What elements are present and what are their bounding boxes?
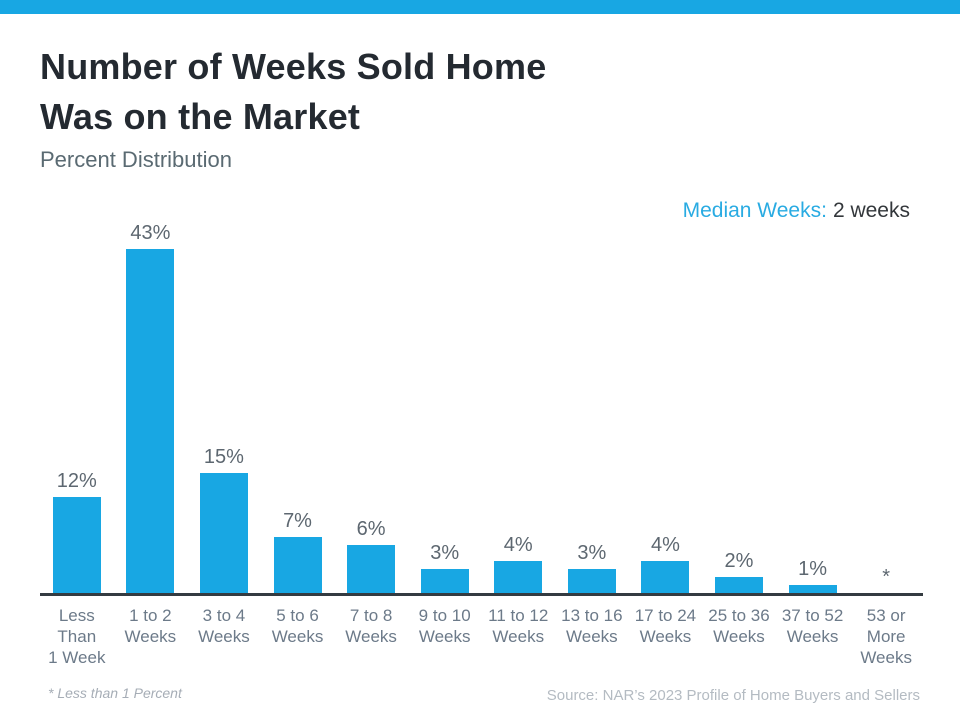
bar — [567, 569, 616, 593]
median-weeks-annotation: Median Weeks: 2 weeks — [683, 199, 910, 223]
source-attribution: Source: NAR’s 2023 Profile of Home Buyer… — [546, 687, 920, 704]
bar-column: 4% — [481, 534, 555, 593]
footnote: * Less than 1 Percent — [48, 685, 182, 701]
bar-value-label: 4% — [503, 534, 533, 556]
x-axis-label: 1 to 2 Weeks — [124, 606, 177, 646]
x-axis-label: 13 to 16 Weeks — [561, 606, 623, 646]
bar-column: 6% — [334, 518, 408, 593]
x-axis-label: 3 to 4 Weeks — [198, 606, 250, 646]
x-axis-label: 25 to 36 Weeks — [708, 606, 770, 646]
bar — [52, 497, 101, 593]
bar-column: 7% — [261, 510, 335, 593]
x-axis-label: 53 or More Weeks — [860, 606, 912, 667]
page-title-line2: Was on the Market — [40, 96, 361, 137]
x-axis-label: 5 to 6 Weeks — [271, 606, 324, 646]
bar — [641, 561, 690, 593]
bar-value-label: * — [882, 566, 891, 588]
chart-plot-area: 12% 43% 15% 7% 6% 3% 4% 3% 4% 2% 1% * — [40, 222, 923, 596]
bar-column: 4% — [629, 534, 703, 593]
page-title: Number of Weeks Sold Home Was on the Mar… — [40, 42, 546, 142]
bar-value-label: 12% — [56, 470, 97, 492]
bar-column: 15% — [187, 446, 261, 593]
bar-column: 1% — [776, 558, 850, 593]
x-axis-labels: Less Than 1 Week 1 to 2 Weeks 3 to 4 Weeks 5 to… — [40, 596, 923, 668]
page-title-line1: Number of Weeks Sold Home — [40, 46, 547, 87]
x-axis-label: 9 to 10 Weeks — [418, 606, 471, 646]
bar — [199, 473, 248, 593]
x-axis-label: 7 to 8 Weeks — [345, 606, 397, 646]
bar-value-label: 43% — [130, 222, 171, 244]
bar-column: 3% — [555, 542, 629, 593]
median-weeks-label: Median Weeks: — [682, 199, 827, 222]
bar-value-label: 1% — [798, 558, 828, 580]
bar-column: 2% — [702, 550, 776, 593]
bar — [273, 537, 322, 593]
bar-value-label: 3% — [430, 542, 460, 564]
bar-value-label: 7% — [283, 510, 312, 532]
bar — [788, 585, 837, 593]
bar-value-label: 4% — [650, 534, 680, 556]
bar — [714, 577, 763, 593]
bar — [494, 561, 543, 593]
median-weeks-value: 2 weeks — [832, 199, 910, 222]
bar-chart: 12% 43% 15% 7% 6% 3% 4% 3% 4% 2% 1% * Less Than 1 Wee… — [40, 222, 923, 668]
x-axis-label: 17 to 24 Weeks — [634, 606, 697, 646]
bar-value-label: 15% — [203, 446, 244, 468]
accent-top-bar — [0, 0, 960, 14]
bar-column: 3% — [408, 542, 482, 593]
page-subtitle: Percent Distribution — [40, 147, 232, 172]
bar-column: 12% — [40, 470, 114, 593]
bar-value-label: 6% — [356, 518, 386, 540]
bar — [126, 249, 175, 593]
x-axis-label: Less Than 1 Week — [48, 606, 106, 667]
x-axis-label: 11 to 12 Weeks — [488, 606, 549, 646]
x-axis-label: 37 to 52 Weeks — [781, 606, 844, 646]
bar — [420, 569, 469, 593]
bar — [347, 545, 396, 593]
bar-value-label: 3% — [577, 542, 607, 564]
bar-column: * — [849, 566, 923, 593]
bar-column: 43% — [114, 222, 188, 593]
bar-value-label: 2% — [724, 550, 754, 572]
